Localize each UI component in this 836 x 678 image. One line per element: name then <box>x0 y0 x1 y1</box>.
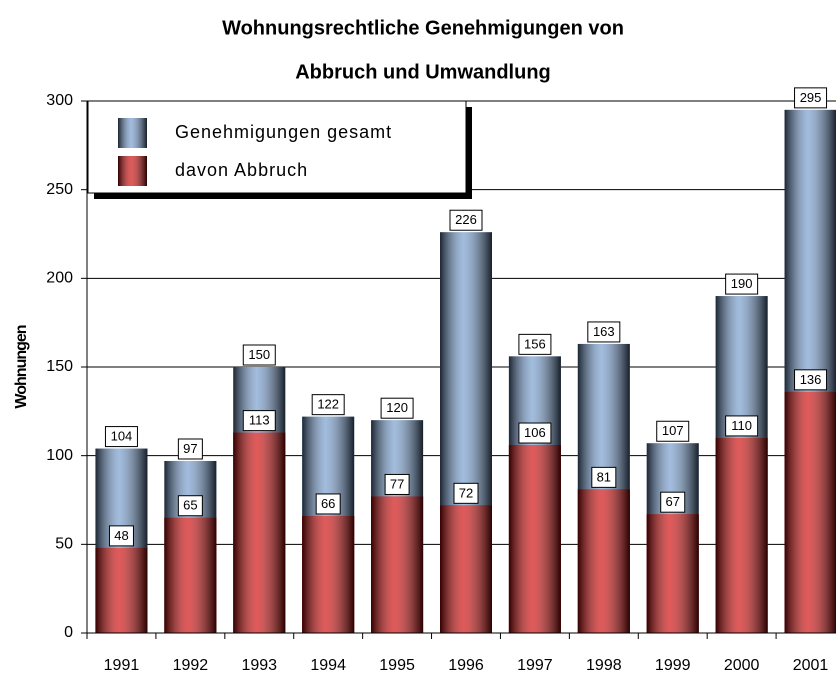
bar-shade <box>646 514 699 633</box>
value-label-box <box>794 369 828 391</box>
value-label-box <box>311 394 345 416</box>
bar-shade <box>302 515 355 633</box>
value-label-box <box>656 420 690 442</box>
y-tick-label: 50 <box>55 536 73 553</box>
value-label: 113 <box>249 413 270 428</box>
value-label: 77 <box>390 476 404 491</box>
y-tick-label: 300 <box>46 92 73 109</box>
bar-shade <box>577 489 630 633</box>
value-label: 190 <box>731 276 753 291</box>
value-label: 150 <box>248 347 270 362</box>
x-tick-label: 2001 <box>793 657 829 674</box>
value-label: 163 <box>593 324 615 339</box>
x-tick-label: 2000 <box>724 657 760 674</box>
value-label: 67 <box>665 494 679 509</box>
value-label: 122 <box>317 397 339 412</box>
x-tick-label: 1995 <box>379 657 415 674</box>
bar-shade <box>784 391 836 633</box>
x-tick-label: 1992 <box>173 657 209 674</box>
y-tick-label: 100 <box>46 447 73 464</box>
value-label-box <box>660 491 686 513</box>
x-tick-label: 1998 <box>586 657 622 674</box>
bar-shade <box>95 547 148 633</box>
value-label-box <box>177 495 203 517</box>
value-label: 104 <box>111 429 133 444</box>
x-tick-label: 1999 <box>655 657 691 674</box>
value-label-box <box>518 333 552 355</box>
value-label-box <box>587 321 621 343</box>
value-label: 136 <box>800 372 822 387</box>
value-label-box <box>725 415 759 437</box>
value-label-box <box>518 422 552 444</box>
value-label: 107 <box>662 423 684 438</box>
value-label-box <box>177 438 203 460</box>
x-tick-label: 1991 <box>104 657 140 674</box>
value-label-box <box>453 482 479 504</box>
legend-label: Genehmigungen gesamt <box>175 122 392 142</box>
value-label: 48 <box>114 528 128 543</box>
bar-shade <box>233 432 286 633</box>
value-label-box <box>591 466 617 488</box>
value-label: 295 <box>800 90 822 105</box>
value-label: 120 <box>386 400 408 415</box>
y-tick-label: 250 <box>46 181 73 198</box>
value-label-box <box>384 473 410 495</box>
x-tick-label: 1994 <box>310 657 346 674</box>
bar-shade <box>164 517 217 633</box>
bar-shade <box>508 445 561 633</box>
value-label-box <box>242 410 276 432</box>
chart-title: Wohnungsrechtliche Genehmigungen von <box>222 17 624 39</box>
value-label-box <box>380 397 414 419</box>
y-tick-label: 0 <box>64 624 73 641</box>
y-tick-label: 200 <box>46 270 73 287</box>
value-label: 226 <box>455 212 477 227</box>
legend <box>87 100 467 194</box>
value-label: 66 <box>321 496 335 511</box>
value-label-box <box>104 426 138 448</box>
value-label-box <box>794 87 828 109</box>
y-tick-label: 150 <box>46 358 73 375</box>
legend-label: davon Abbruch <box>175 160 308 180</box>
legend-swatch-shade <box>118 118 147 148</box>
value-label-box <box>242 344 276 366</box>
value-label-box <box>449 209 483 231</box>
x-tick-label: 1996 <box>448 657 484 674</box>
value-label-box <box>725 273 759 295</box>
value-label: 110 <box>731 418 752 433</box>
value-label: 106 <box>524 425 546 440</box>
value-label: 72 <box>459 485 473 500</box>
value-label: 65 <box>183 498 197 513</box>
value-label-box <box>108 525 134 547</box>
bar-shade <box>440 505 492 633</box>
value-label: 156 <box>524 336 546 351</box>
value-label: 97 <box>183 441 197 456</box>
legend-swatch-shade <box>118 156 147 186</box>
bar-shade <box>371 496 424 633</box>
chart-subtitle: Abbruch und Umwandlung <box>295 61 551 83</box>
x-tick-label: 1997 <box>517 657 553 674</box>
y-axis-label: Wohnungen <box>13 325 30 408</box>
value-label-box <box>315 493 341 515</box>
bar-shade <box>715 437 768 633</box>
value-label: 81 <box>597 469 611 484</box>
x-tick-label: 1993 <box>241 657 277 674</box>
